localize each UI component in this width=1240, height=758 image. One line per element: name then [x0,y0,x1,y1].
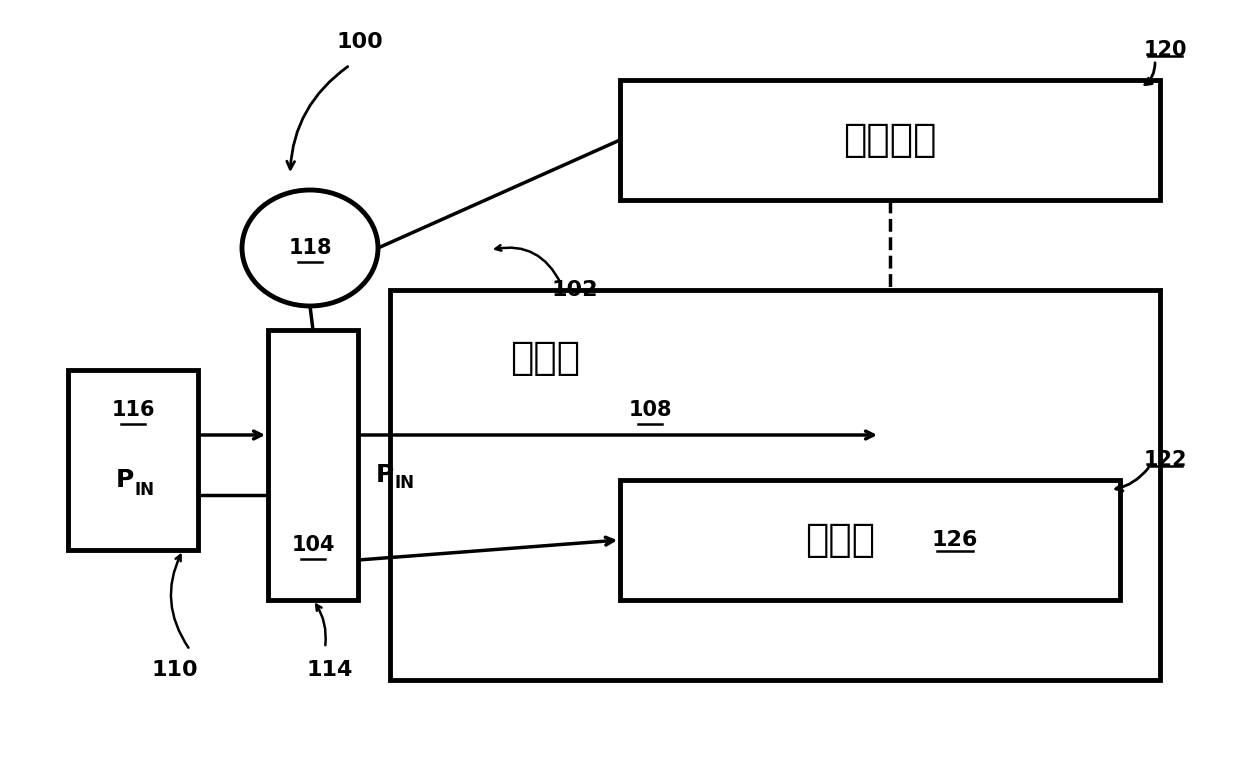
Text: IN: IN [135,481,155,499]
Text: 制动器: 制动器 [805,521,875,559]
Text: 122: 122 [1143,450,1187,470]
Text: 102: 102 [552,280,598,300]
Text: 104: 104 [291,535,335,555]
Text: 126: 126 [931,530,978,550]
Bar [620,80,1159,200]
Text: 控制系统: 控制系统 [843,121,936,159]
Text: IN: IN [396,474,415,492]
Text: 116: 116 [112,400,155,420]
Text: 114: 114 [306,660,353,680]
Bar [620,480,1120,600]
Text: 118: 118 [288,238,332,258]
Text: 110: 110 [151,660,198,680]
Text: P: P [376,463,394,487]
Bar [268,330,358,600]
Text: P: P [115,468,134,492]
Text: 120: 120 [1143,40,1187,60]
Text: 108: 108 [629,400,672,420]
Text: 发电机: 发电机 [510,339,580,377]
Bar [391,290,1159,680]
Ellipse shape [242,190,378,306]
Bar [68,370,198,550]
Text: 100: 100 [336,32,383,52]
